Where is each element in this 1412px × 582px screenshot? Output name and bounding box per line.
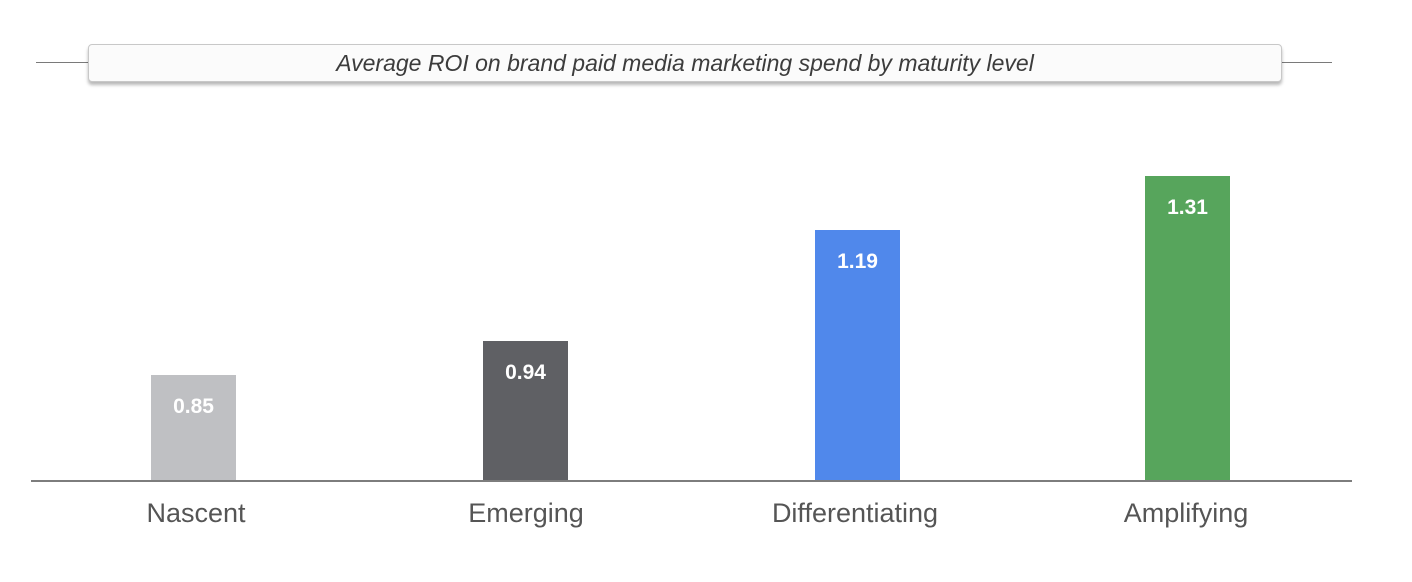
x-tick-label: Amplifying: [1123, 498, 1249, 528]
bar-amplifying: 1.31: [1145, 176, 1230, 480]
bar-emerging: 0.94: [483, 341, 568, 480]
title-rule-left: [36, 62, 88, 63]
bar-value-label: 0.94: [505, 361, 546, 384]
bar-value-label: 1.19: [837, 250, 878, 273]
x-tick-label: Emerging: [468, 498, 584, 528]
x-axis-line: [31, 480, 1352, 482]
bar-nascent: 0.85: [151, 375, 236, 480]
bar-value-label: 0.85: [173, 395, 214, 418]
x-tick-label: Differentiating: [771, 498, 939, 528]
bar-differentiating: 1.19: [815, 230, 900, 480]
title-rule-right: [1280, 62, 1332, 63]
x-tick-label: Nascent: [146, 498, 246, 528]
chart-title: Average ROI on brand paid media marketin…: [88, 44, 1282, 82]
bar-value-label: 1.31: [1167, 196, 1208, 219]
